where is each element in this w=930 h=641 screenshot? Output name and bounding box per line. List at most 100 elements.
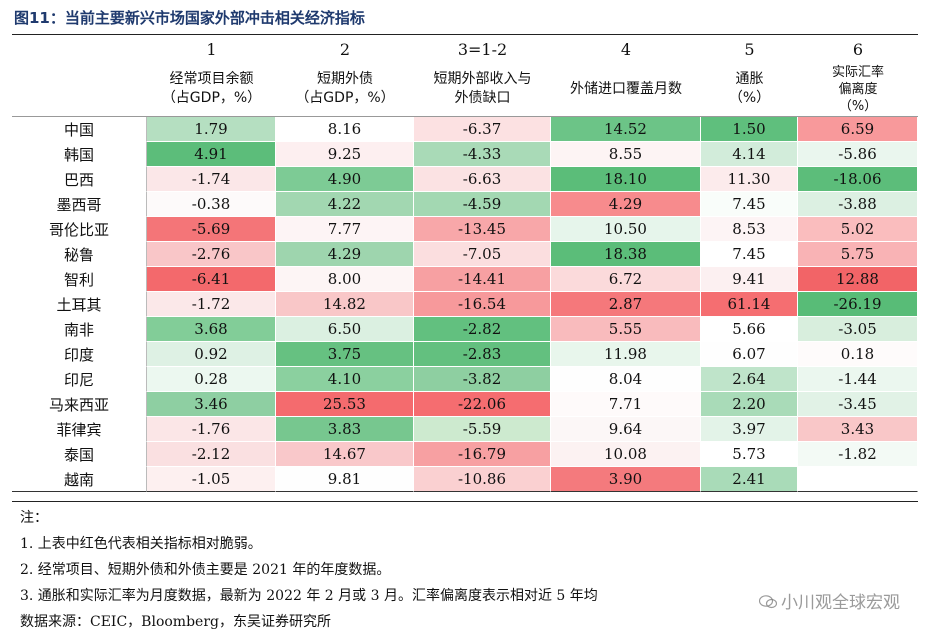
value-cell: 0.28	[147, 367, 276, 392]
value-cell: 18.10	[551, 167, 701, 192]
table-row: 越南 -1.05 9.81 -10.86 3.90 2.41	[12, 467, 918, 492]
indicator-table: 1 2 3=1-2 4 5 6 经常项目余额 （占GDP，%） 短期外债 （占GDP…	[12, 36, 918, 492]
value-cell: 1.79	[147, 117, 276, 142]
value-cell: 8.04	[551, 367, 701, 392]
value-cell: -3.88	[798, 192, 918, 217]
table-row: 印度 0.92 3.75 -2.83 11.98 6.07 0.18	[12, 342, 918, 367]
value-cell: 5.66	[701, 317, 798, 342]
value-cell: 7.71	[551, 392, 701, 417]
bottom-rule	[12, 501, 918, 502]
note-item: 2. 经常项目、短期外债和外债主要是 2021 年的年度数据。	[20, 562, 391, 578]
country-cell: 墨西哥	[12, 192, 147, 217]
value-cell: -5.59	[414, 417, 551, 442]
table-row: 智利 -6.41 8.00 -14.41 6.72 9.41 12.88	[12, 267, 918, 292]
value-cell: 0.92	[147, 342, 276, 367]
value-cell: 11.30	[701, 167, 798, 192]
column-number: 6	[852, 39, 864, 59]
value-cell: -7.05	[414, 242, 551, 267]
value-cell: 9.81	[276, 467, 414, 492]
table-body: 中国 1.79 8.16 -6.37 14.52 1.50 6.59 韩国 4.91 9.25 -4…	[12, 117, 918, 492]
value-cell: 2.41	[701, 467, 798, 492]
column-number-row: 1 2 3=1-2 4 5 6	[12, 36, 918, 62]
value-cell: 5.75	[798, 242, 918, 267]
value-cell: -4.59	[414, 192, 551, 217]
figure-title: 图11：当前主要新兴市场国家外部冲击相关经济指标	[14, 9, 365, 27]
country-cell: 土耳其	[12, 292, 147, 317]
column-number: 2	[339, 39, 351, 59]
data-source: 数据来源：CEIC，Bloomberg，东吴证券研究所	[20, 614, 331, 630]
value-cell: 3.83	[276, 417, 414, 442]
country-cell: 印尼	[12, 367, 147, 392]
value-cell: 3.68	[147, 317, 276, 342]
value-cell: 10.08	[551, 442, 701, 467]
value-cell: -0.38	[147, 192, 276, 217]
value-cell: 12.88	[798, 267, 918, 292]
table-row: 秘鲁 -2.76 4.29 -7.05 18.38 7.45 5.75	[12, 242, 918, 267]
value-cell: -2.82	[414, 317, 551, 342]
country-cell: 韩国	[12, 142, 147, 167]
table-row: 中国 1.79 8.16 -6.37 14.52 1.50 6.59	[12, 117, 918, 142]
corner-cell	[12, 36, 147, 62]
value-cell: 4.91	[147, 142, 276, 167]
table-row: 墨西哥 -0.38 4.22 -4.59 4.29 7.45 -3.88	[12, 192, 918, 217]
value-cell: 4.10	[276, 367, 414, 392]
top-rule	[12, 34, 918, 35]
table-row: 巴西 -1.74 4.90 -6.63 18.10 11.30 -18.06	[12, 167, 918, 192]
column-label: 短期外部收入与 外债缺口	[414, 62, 551, 117]
table-row: 菲律宾 -1.76 3.83 -5.59 9.64 3.97 3.43	[12, 417, 918, 442]
notes-heading: 注：	[20, 510, 48, 526]
value-cell: -16.79	[414, 442, 551, 467]
table-row: 南非 3.68 6.50 -2.82 5.55 5.66 -3.05	[12, 317, 918, 342]
table-row: 哥伦比亚 -5.69 7.77 -13.45 10.50 8.53 5.02	[12, 217, 918, 242]
value-cell: 8.53	[701, 217, 798, 242]
value-cell: 1.50	[701, 117, 798, 142]
value-cell: -1.74	[147, 167, 276, 192]
value-cell: 14.82	[276, 292, 414, 317]
value-cell: -2.12	[147, 442, 276, 467]
value-cell: 7.45	[701, 242, 798, 267]
value-cell: 9.41	[701, 267, 798, 292]
value-cell: 3.75	[276, 342, 414, 367]
column-number: 1	[206, 39, 217, 59]
notes: 注： 1. 上表中红色代表相关指标相对脆弱。 2. 经常项目、短期外债和外债主要…	[20, 505, 920, 635]
value-cell: 6.50	[276, 317, 414, 342]
country-cell: 菲律宾	[12, 417, 147, 442]
column-label-row: 经常项目余额 （占GDP，%） 短期外债 （占GDP，%） 短期外部收入与 外债缺口 …	[12, 62, 918, 117]
value-cell: 11.98	[551, 342, 701, 367]
country-cell: 印度	[12, 342, 147, 367]
value-cell: 61.14	[701, 292, 798, 317]
value-cell: 9.25	[276, 142, 414, 167]
country-cell: 泰国	[12, 442, 147, 467]
value-cell: -2.76	[147, 242, 276, 267]
column-label: 通胀 （%）	[701, 62, 798, 117]
value-cell: -5.69	[147, 217, 276, 242]
value-cell: -1.72	[147, 292, 276, 317]
value-cell: -22.06	[414, 392, 551, 417]
value-cell: 5.55	[551, 317, 701, 342]
value-cell: 4.90	[276, 167, 414, 192]
value-cell: 2.64	[701, 367, 798, 392]
country-cell: 越南	[12, 467, 147, 492]
value-cell: 9.64	[551, 417, 701, 442]
table-row: 韩国 4.91 9.25 -4.33 8.55 4.14 -5.86	[12, 142, 918, 167]
value-cell: -3.45	[798, 392, 918, 417]
value-cell: 8.16	[276, 117, 414, 142]
wechat-icon	[758, 594, 778, 609]
value-cell: 7.45	[701, 192, 798, 217]
value-cell: -2.83	[414, 342, 551, 367]
value-cell: 25.53	[276, 392, 414, 417]
value-cell: -4.33	[414, 142, 551, 167]
value-cell: -1.44	[798, 367, 918, 392]
value-cell: -26.19	[798, 292, 918, 317]
value-cell: 4.29	[551, 192, 701, 217]
country-cell: 哥伦比亚	[12, 217, 147, 242]
table-row: 泰国 -2.12 14.67 -16.79 10.08 5.73 -1.82	[12, 442, 918, 467]
value-cell: 0.18	[798, 342, 918, 367]
note-item: 1. 上表中红色代表相关指标相对脆弱。	[20, 536, 262, 552]
column-label: 实际汇率 偏离度 （%）	[798, 62, 918, 117]
value-cell: 10.50	[551, 217, 701, 242]
country-cell: 马来西亚	[12, 392, 147, 417]
watermark-text: 小川观全球宏观	[781, 593, 900, 613]
value-cell: 7.77	[276, 217, 414, 242]
value-cell: -3.82	[414, 367, 551, 392]
